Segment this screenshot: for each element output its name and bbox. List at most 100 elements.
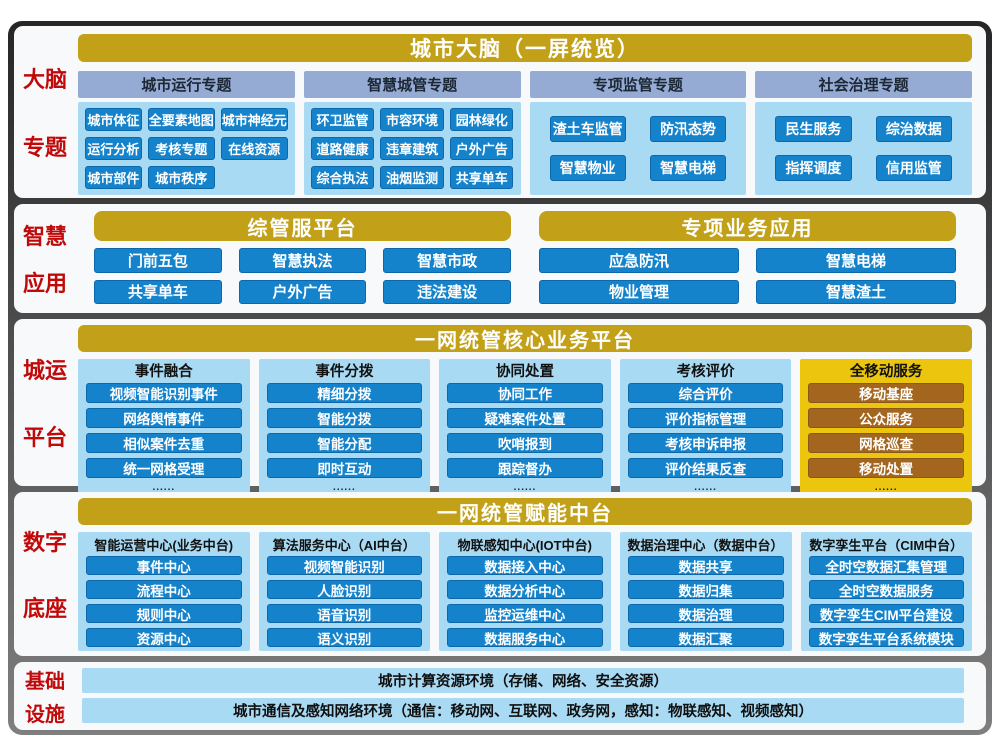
section-label-apps: 智慧 应用 xyxy=(14,204,76,313)
node-chip: 相似案件去重 xyxy=(86,433,242,453)
node-chip: 全时空数据服务 xyxy=(808,580,965,599)
chip-stack: 事件中心 流程中心 规则中心 资源中心 xyxy=(86,556,242,647)
section-label-infrastructure: 基础 设施 xyxy=(14,662,76,730)
node-chip: 评价结果反查 xyxy=(627,458,784,478)
node-chip: 在线资源 xyxy=(220,137,288,160)
node-chip: 数据服务中心 xyxy=(447,628,603,647)
column-title: 专项监管专题 xyxy=(529,71,747,98)
section-label-digital-base: 数字 底座 xyxy=(14,492,76,656)
node-chip: 运行分析 xyxy=(85,137,142,160)
column-title: 物联感知中心(IOT中台) xyxy=(457,538,592,553)
ellipsis: ...... xyxy=(152,482,176,493)
node-chip: 语义识别 xyxy=(266,628,422,647)
section-brain-topics: 大脑 专题 城市大脑（一屏统览） 城市运行专题 城市体征 全要素地图 城市神经元… xyxy=(14,26,986,198)
column-title: 考核评价 xyxy=(676,364,735,380)
chip-stack: 移动基座 公众服务 网格巡查 移动处置 ...... xyxy=(808,383,964,493)
chip-rows: 应急防汛 智慧电梯 物业管理 智慧渣土 xyxy=(539,248,956,304)
section-city-operation-platform: 城运 平台 一网统管核心业务平台 事件融合 视频智能识别事件 网络舆情事件 相似… xyxy=(14,319,986,496)
section-label-brain: 大脑 专题 xyxy=(14,26,76,198)
node-chip: 全时空数据汇集管理 xyxy=(808,556,965,575)
node-chip: 考核专题 xyxy=(147,137,215,160)
chip-stack: 协同工作 疑难案件处置 吹哨报到 跟踪督办 ...... xyxy=(447,383,603,493)
node-chip: 公众服务 xyxy=(808,408,964,428)
label-line: 平台 xyxy=(22,424,67,450)
base-column-iot-perception-center: 物联感知中心(IOT中台) 数据接入中心 数据分析中心 监控运维中心 数据服务中… xyxy=(439,532,611,651)
chip-stack: 综合评价 评价指标管理 考核申诉申报 评价结果反查 ...... xyxy=(627,383,784,493)
node-chip: 环卫监管 xyxy=(310,108,375,131)
chip-stack: 视频智能识别事件 网络舆情事件 相似案件去重 统一网格受理 ...... xyxy=(86,383,242,493)
node-chip: 统一网格受理 xyxy=(86,458,242,478)
brain-column-special-supervision: 专项监管专题 渣土车监管 防汛态势 智慧物业 智慧电梯 xyxy=(529,71,747,195)
chip-panel: 民生服务 综治数据 指挥调度 信用监管 xyxy=(755,102,972,195)
comprehensive-mgmt-platform-group: 综管服平台 门前五包 智慧执法 智慧市政 共享单车 户外广告 违法建设 xyxy=(94,211,511,304)
node-chip: 协同工作 xyxy=(447,383,603,403)
node-chip: 违法建设 xyxy=(383,279,511,304)
node-chip: 数据治理 xyxy=(627,604,784,623)
node-chip: 智慧电梯 xyxy=(649,155,727,182)
node-chip: 智慧渣土 xyxy=(756,279,956,304)
node-chip: 城市部件 xyxy=(85,166,142,189)
group-header: 综管服平台 xyxy=(94,211,511,241)
node-chip: 全要素地图 xyxy=(147,108,215,131)
label-line: 数字 xyxy=(22,530,67,556)
node-chip: 城市神经元 xyxy=(220,108,288,131)
node-chip: 数据共享 xyxy=(627,556,784,575)
node-chip: 即时互动 xyxy=(266,458,423,478)
node-chip: 市容环境 xyxy=(380,108,444,131)
node-chip: 指挥调度 xyxy=(775,155,852,182)
computing-resource-bar: 城市计算资源环境（存储、网络、安全资源） xyxy=(82,668,964,693)
chip-stack: 全时空数据汇集管理 全时空数据服务 数字孪生CIM平台建设 数字孪生平台系统模块 xyxy=(808,556,965,647)
node-chip: 户外广告 xyxy=(449,137,514,160)
chip-panel: 渣土车监管 防汛态势 智慧物业 智慧电梯 xyxy=(529,102,747,195)
node-chip: 民生服务 xyxy=(775,115,852,142)
brain-column-city-operation: 城市运行专题 城市体征 全要素地图 城市神经元 运行分析 考核专题 在线资源 城… xyxy=(78,71,295,195)
chip-stack: 数据共享 数据归集 数据治理 数据汇聚 xyxy=(627,556,784,647)
label-line: 城运 xyxy=(22,358,67,384)
ellipsis: ...... xyxy=(513,482,537,493)
node-chip: 信用监管 xyxy=(875,155,952,182)
communication-perception-network-bar: 城市通信及感知网络环境（通信：移动网、互联网、政务网，感知：物联感知、视频感知） xyxy=(82,698,964,723)
node-chip: 数据接入中心 xyxy=(447,556,603,575)
ellipsis: ...... xyxy=(694,482,717,493)
node-chip: 智能分配 xyxy=(266,433,423,453)
platform-column-collaborative-handling: 协同处置 协同工作 疑难案件处置 吹哨报到 跟踪督办 ...... xyxy=(439,359,611,496)
node-chip: 油烟监测 xyxy=(380,166,444,189)
chip-stack: 精细分拨 智能分拨 智能分配 即时互动 ...... xyxy=(266,383,423,493)
node-chip: 网络舆情事件 xyxy=(86,408,242,428)
brain-column-smart-city-mgmt: 智慧城管专题 环卫监管 市容环境 园林绿化 道路健康 违章建筑 户外广告 综合执… xyxy=(303,71,521,195)
enabling-middle-platform-header: 一网统管赋能中台 xyxy=(78,498,972,525)
chip-stack: 数据接入中心 数据分析中心 监控运维中心 数据服务中心 xyxy=(447,556,603,647)
node-chip: 物业管理 xyxy=(539,279,739,304)
node-chip: 门前五包 xyxy=(94,248,222,273)
node-chip: 共享单车 xyxy=(94,279,222,304)
node-chip: 事件中心 xyxy=(86,556,242,575)
node-chip: 防汛态势 xyxy=(649,115,727,142)
node-chip: 综治数据 xyxy=(875,115,952,142)
column-title: 协同处置 xyxy=(495,364,554,380)
chip-stack: 视频智能识别 人脸识别 语音识别 语义识别 xyxy=(266,556,422,647)
node-chip: 考核申诉申报 xyxy=(627,433,784,453)
node-chip: 违章建筑 xyxy=(380,137,444,160)
node-chip: 网格巡查 xyxy=(808,433,964,453)
column-title: 全移动服务 xyxy=(849,364,923,380)
label-line: 应用 xyxy=(22,271,67,296)
label-line: 基础 xyxy=(25,671,65,694)
column-title: 算法服务中心（AI中台） xyxy=(272,538,416,553)
node-chip: 数据归集 xyxy=(627,580,784,599)
column-title: 事件融合 xyxy=(134,364,193,380)
node-chip: 数字孪生CIM平台建设 xyxy=(808,604,965,623)
section-smart-applications: 智慧 应用 综管服平台 门前五包 智慧执法 智慧市政 共享单车 户外广告 违法建… xyxy=(14,204,986,313)
node-chip: 吹哨报到 xyxy=(447,433,603,453)
section-digital-base: 数字 底座 一网统管赋能中台 智能运营中心(业务中台) 事件中心 流程中心 规则… xyxy=(14,492,986,656)
node-chip: 道路健康 xyxy=(310,137,375,160)
node-chip: 园林绿化 xyxy=(449,108,514,131)
node-chip: 智能分拨 xyxy=(266,408,423,428)
core-business-platform-header: 一网统管核心业务平台 xyxy=(78,325,972,352)
label-line: 智慧 xyxy=(22,224,67,249)
column-title: 城市运行专题 xyxy=(78,71,295,98)
node-chip: 渣土车监管 xyxy=(549,115,626,142)
city-brain-header: 城市大脑（一屏统览） xyxy=(78,34,972,62)
base-column-data-governance-center: 数据治理中心（数据中台） 数据共享 数据归集 数据治理 数据汇聚 xyxy=(619,532,792,651)
chip-rows: 门前五包 智慧执法 智慧市政 共享单车 户外广告 违法建设 xyxy=(94,248,511,304)
node-chip: 规则中心 xyxy=(86,604,242,623)
